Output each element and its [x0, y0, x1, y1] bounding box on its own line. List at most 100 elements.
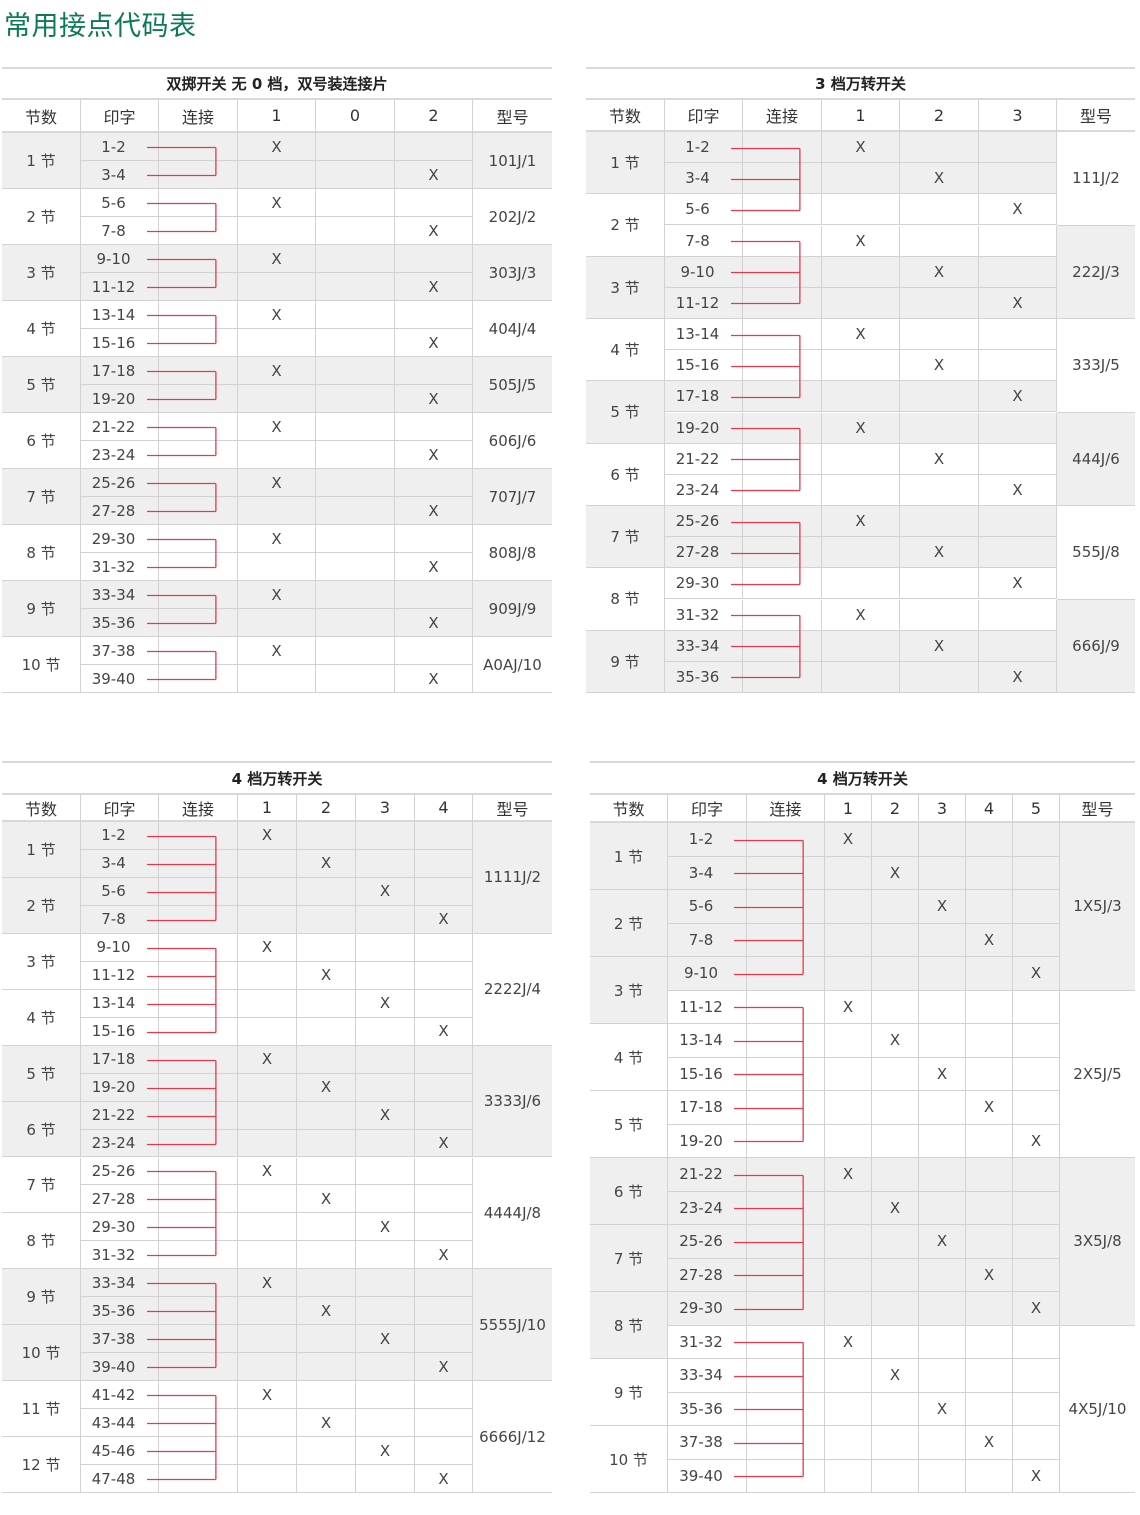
marking-cell: 5-6: [668, 890, 747, 924]
connection-cell: [743, 256, 822, 288]
marking-cell: 31-32: [665, 599, 743, 631]
marking-cell: 5-6: [665, 194, 743, 226]
position-cell: [415, 1185, 473, 1214]
position-cell: [356, 1073, 415, 1102]
position-cell: [356, 822, 415, 850]
marking-cell: 1-2: [668, 823, 747, 857]
position-cell: [238, 1017, 297, 1046]
position-cell: [415, 1073, 473, 1102]
x-mark: X: [379, 1329, 391, 1348]
position-cell: [966, 1325, 1013, 1359]
position-cell: X: [825, 1158, 872, 1192]
position-cell: [356, 1465, 415, 1493]
x-mark: X: [983, 1265, 995, 1284]
position-cell: [395, 189, 473, 217]
position-cell: [356, 1297, 415, 1326]
marking-label: 13-14: [675, 325, 720, 344]
position-cell: [415, 1045, 473, 1074]
position-cell: [297, 933, 356, 962]
marking-label: 21-22: [675, 449, 720, 468]
connection-cell: [743, 568, 822, 600]
position-cell: X: [238, 133, 316, 161]
model-cell: 444J/6: [1057, 412, 1135, 506]
position-cell: [238, 385, 316, 413]
marking-label: 31-32: [679, 1332, 723, 1351]
position-cell: [900, 319, 979, 351]
connection-cell: [159, 1353, 238, 1382]
position-cell: [297, 905, 356, 934]
position-cell: X: [356, 1325, 415, 1354]
position-cell: [238, 1353, 297, 1382]
position-cell: [238, 553, 316, 581]
marking-cell: 21-22: [81, 1101, 159, 1130]
column-header: 4: [415, 795, 473, 822]
position-cell: [966, 1392, 1013, 1426]
x-mark: X: [889, 1366, 901, 1385]
connection-cell: [159, 1381, 238, 1410]
position-cell: [238, 1185, 297, 1214]
position-cell: [1013, 1426, 1060, 1460]
position-cell: X: [238, 413, 316, 441]
position-cell: [872, 990, 919, 1024]
marking-label: 23-24: [91, 445, 136, 464]
section-cell: 5 节: [586, 381, 665, 444]
section-cell: 1 节: [2, 133, 81, 189]
position-cell: [238, 1101, 297, 1130]
position-cell: [316, 273, 395, 301]
position-cell: [825, 1426, 872, 1460]
marking-cell: 33-34: [81, 1269, 159, 1298]
position-cell: [979, 412, 1057, 444]
position-cell: [316, 385, 395, 413]
position-cell: [316, 665, 395, 693]
connection-cell: [159, 665, 238, 693]
position-cell: [395, 133, 473, 161]
x-mark: X: [889, 1031, 901, 1050]
position-cell: [238, 329, 316, 357]
position-cell: [297, 1045, 356, 1074]
position-cell: [316, 441, 395, 469]
connection-cell: [159, 637, 238, 665]
connection-cell: [159, 581, 238, 609]
position-cell: X: [395, 609, 473, 637]
column-header: 型号: [473, 795, 552, 822]
x-mark: X: [855, 325, 866, 344]
connection-cell: [747, 1426, 825, 1460]
position-cell: X: [297, 1185, 356, 1214]
marking-label: 35-36: [675, 667, 720, 686]
position-cell: [822, 474, 900, 506]
connection-cell: [159, 1157, 238, 1186]
position-cell: [872, 890, 919, 924]
position-cell: X: [979, 194, 1057, 226]
position-cell: [919, 823, 966, 857]
position-cell: [979, 537, 1057, 569]
connection-cell: [159, 1465, 238, 1493]
position-cell: [872, 1225, 919, 1259]
marking-cell: 27-28: [81, 497, 159, 525]
position-cell: X: [395, 553, 473, 581]
position-cell: [395, 413, 473, 441]
position-cell: [297, 1269, 356, 1298]
marking-cell: 17-18: [81, 357, 159, 385]
section-cell: 10 节: [590, 1426, 668, 1493]
model-cell: A0AJ/10: [473, 637, 552, 693]
position-cell: X: [415, 1017, 473, 1046]
marking-cell: 33-34: [668, 1359, 747, 1393]
x-mark: X: [320, 1301, 332, 1320]
section-cell: 1 节: [590, 823, 668, 890]
section-cell: 7 节: [2, 1157, 81, 1214]
marking-cell: 31-32: [668, 1325, 747, 1359]
marking-label: 11-12: [91, 966, 136, 985]
position-cell: X: [395, 497, 473, 525]
position-cell: [900, 381, 979, 413]
position-cell: [966, 1024, 1013, 1058]
position-cell: [900, 599, 979, 631]
position-cell: [1013, 1225, 1060, 1259]
position-cell: [415, 1269, 473, 1298]
section-cell: 3 节: [2, 245, 81, 301]
marking-label: 3-4: [685, 169, 710, 188]
x-mark: X: [842, 997, 854, 1016]
section-cell: 1 节: [2, 822, 81, 878]
position-cell: X: [395, 329, 473, 357]
position-cell: [238, 905, 297, 934]
